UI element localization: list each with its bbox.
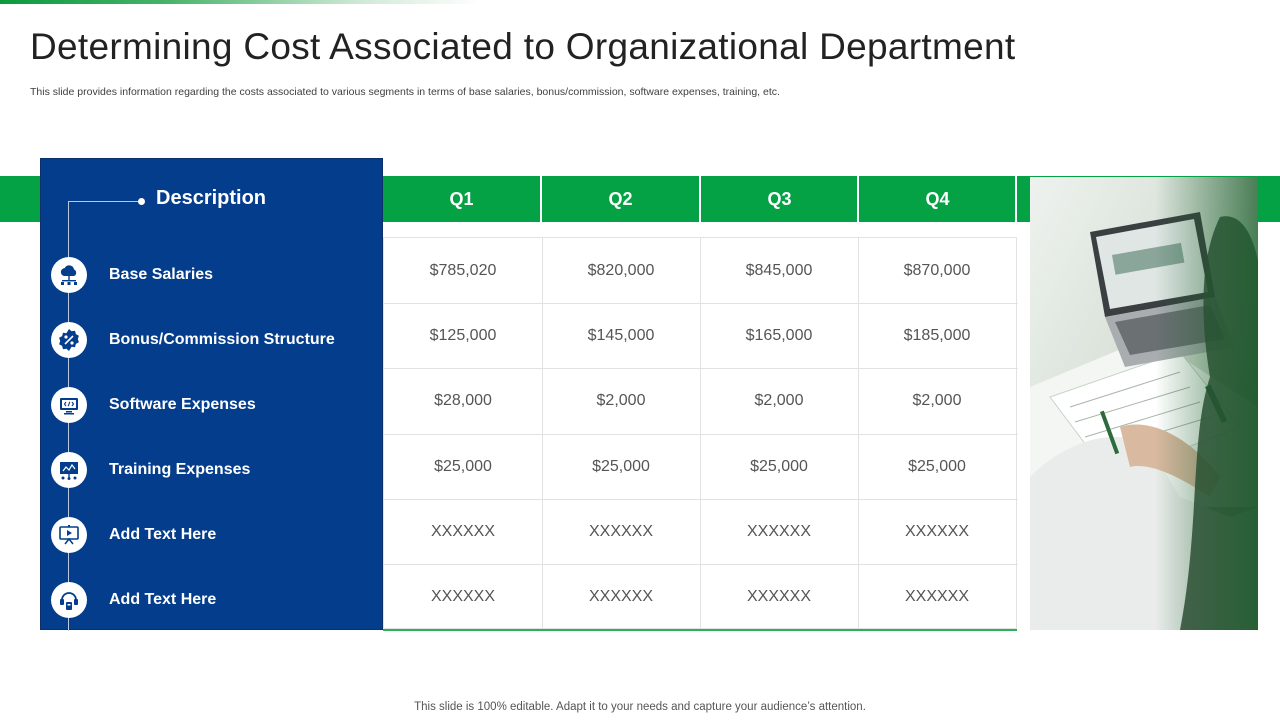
quarter-header-q4: Q4 (925, 188, 950, 209)
table-cell: XXXXXX (430, 522, 496, 540)
row-label-base-salaries: Base Salaries (41, 255, 384, 295)
row-divider (384, 368, 1018, 369)
table-cell: $2,000 (912, 391, 962, 409)
slide-title: Determining Cost Associated to Organizat… (30, 26, 1016, 67)
quarter-header-q2: Q2 (608, 188, 633, 209)
slide-subtitle: This slide provides information regardin… (30, 86, 780, 98)
row-label-text: Software Expenses (109, 396, 256, 413)
office-photo (1030, 177, 1258, 630)
table-cell: $125,000 (429, 326, 497, 344)
table-cell: $25,000 (592, 457, 650, 475)
table-cell: $165,000 (745, 326, 813, 344)
row-label-training-expenses: Training Expenses (41, 450, 384, 490)
table-cell: $2,000 (596, 391, 646, 409)
row-label-software-expenses: Software Expenses (41, 385, 384, 425)
table-cell: XXXXXX (746, 522, 812, 540)
row-label-bonus-commission: Bonus/Commission Structure (41, 320, 384, 360)
header-divider (540, 176, 542, 222)
header-divider (857, 176, 859, 222)
row-label-text: Add Text Here (109, 591, 217, 608)
table-cell: $25,000 (750, 457, 808, 475)
row-label-add-text-1: Add Text Here (41, 515, 384, 555)
table-cell: $25,000 (908, 457, 966, 475)
quarter-header-q3: Q3 (767, 188, 792, 209)
table-cell: $2,000 (754, 391, 804, 409)
table-cell: $845,000 (745, 261, 813, 279)
timeline-dot (138, 198, 145, 205)
table-cell: $785,020 (429, 261, 497, 279)
cost-table: $785,020 $820,000 $845,000 $870,000 $125… (383, 237, 1018, 630)
row-divider (384, 564, 1018, 565)
table-cell: $25,000 (434, 457, 492, 475)
table-cell: XXXXXX (904, 522, 970, 540)
table-cell: $28,000 (434, 391, 492, 409)
header-divider (1015, 176, 1017, 222)
presentation-screen-icon (51, 452, 87, 488)
row-divider (384, 303, 1018, 304)
table-cell: $185,000 (903, 326, 971, 344)
description-header: Description (156, 187, 267, 209)
timeline-connector (68, 201, 140, 202)
header-divider (699, 176, 701, 222)
row-divider (384, 434, 1018, 435)
training-board-icon (51, 517, 87, 553)
row-label-add-text-2: Add Text Here (41, 580, 384, 620)
table-cell: $820,000 (587, 261, 655, 279)
table-cell: XXXXXX (746, 587, 812, 605)
description-panel: Description Base Salaries Bonus/Commissi… (40, 158, 384, 631)
top-accent-bar (0, 0, 480, 4)
table-bottom-rule (383, 629, 1017, 631)
row-label-text: Add Text Here (109, 526, 217, 543)
computer-code-icon (51, 387, 87, 423)
row-divider (384, 499, 1018, 500)
percent-badge-icon (51, 322, 87, 358)
table-cell: $145,000 (587, 326, 655, 344)
quarter-header-q1: Q1 (449, 188, 474, 209)
slide-footer: This slide is 100% editable. Adapt it to… (414, 701, 866, 713)
row-label-text: Bonus/Commission Structure (109, 331, 335, 348)
table-cell: XXXXXX (588, 587, 654, 605)
table-cell: $870,000 (903, 261, 971, 279)
row-label-text: Base Salaries (109, 266, 214, 283)
table-cell: XXXXXX (904, 587, 970, 605)
headset-tools-icon (51, 582, 87, 618)
cloud-network-icon (51, 257, 87, 293)
table-cell: XXXXXX (430, 587, 496, 605)
row-label-text: Training Expenses (109, 461, 251, 478)
table-cell: XXXXXX (588, 522, 654, 540)
